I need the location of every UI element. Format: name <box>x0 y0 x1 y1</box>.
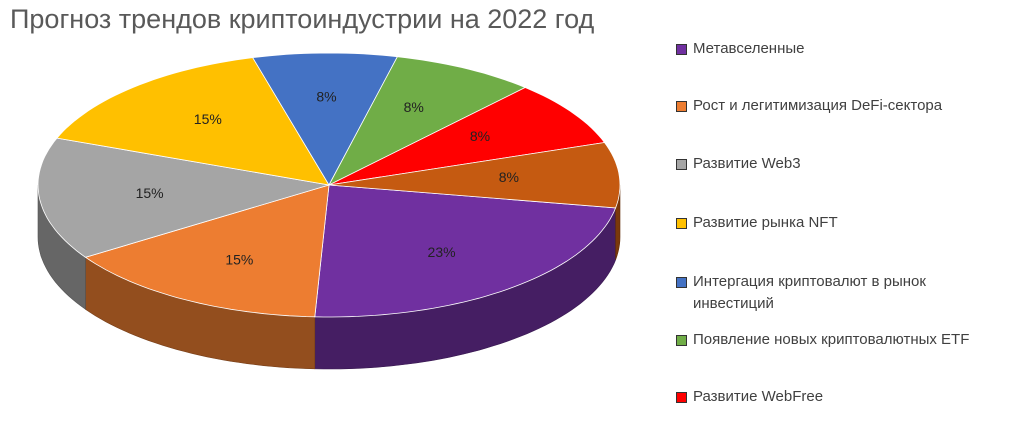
data-label: 8% <box>404 99 424 115</box>
data-label: 8% <box>499 169 519 185</box>
slice <box>328 56 527 186</box>
legend-item: Интергация криптовалют в рынок инвестици… <box>676 271 1006 315</box>
legend-label: Развитие рынка NFT <box>693 214 838 231</box>
data-label: 15% <box>136 185 164 201</box>
labels: 23% 15% 15% 15% 8% 8% 8% 8% <box>136 89 519 268</box>
slice <box>37 137 330 258</box>
legend-item: Развитие WebFree <box>676 386 1006 408</box>
legend-swatch <box>676 44 687 55</box>
legend-swatch <box>676 335 687 346</box>
legend-item: Развитие рынка NFT <box>676 212 1006 234</box>
legend-item: Развитие Web3 <box>676 153 1006 175</box>
slice <box>84 184 330 318</box>
data-label: 15% <box>194 111 222 127</box>
legend-label: Развитие WebFree <box>693 388 824 405</box>
legend-label: Развитие Web3 <box>693 155 801 172</box>
chart-title: Прогноз трендов криптоиндустрии на 2022 … <box>10 4 595 34</box>
legend-label: Метавселенные <box>693 40 805 57</box>
legend-label: Рост и легитимизация DeFi-сектора <box>693 97 943 114</box>
slice <box>252 52 399 186</box>
data-label: 23% <box>428 244 456 260</box>
legend-swatch <box>676 392 687 403</box>
tops <box>37 52 621 318</box>
legend-swatch <box>676 101 687 112</box>
legend-swatch <box>676 277 687 288</box>
slice <box>328 87 606 186</box>
data-label: 15% <box>225 251 253 267</box>
slice <box>314 184 617 318</box>
slice <box>56 57 330 186</box>
legend-label: Появление новых криптовалютных ETF <box>693 331 970 348</box>
legend-swatch <box>676 159 687 170</box>
data-label: 8% <box>316 89 336 105</box>
legend-item: Метавселенные <box>676 38 1006 60</box>
pie-area: 23% 15% 15% 15% 8% 8% 8% 8% <box>37 52 621 370</box>
legend-item: Рост и легитимизация DeFi-сектора <box>676 95 1006 117</box>
data-label: 8% <box>470 128 490 144</box>
legend-label: Интергация криптовалют в рынок инвестици… <box>693 273 926 312</box>
slice <box>328 142 621 209</box>
legend-item: Появление новых криптовалютных ETF <box>676 329 1006 351</box>
legend-swatch <box>676 218 687 229</box>
